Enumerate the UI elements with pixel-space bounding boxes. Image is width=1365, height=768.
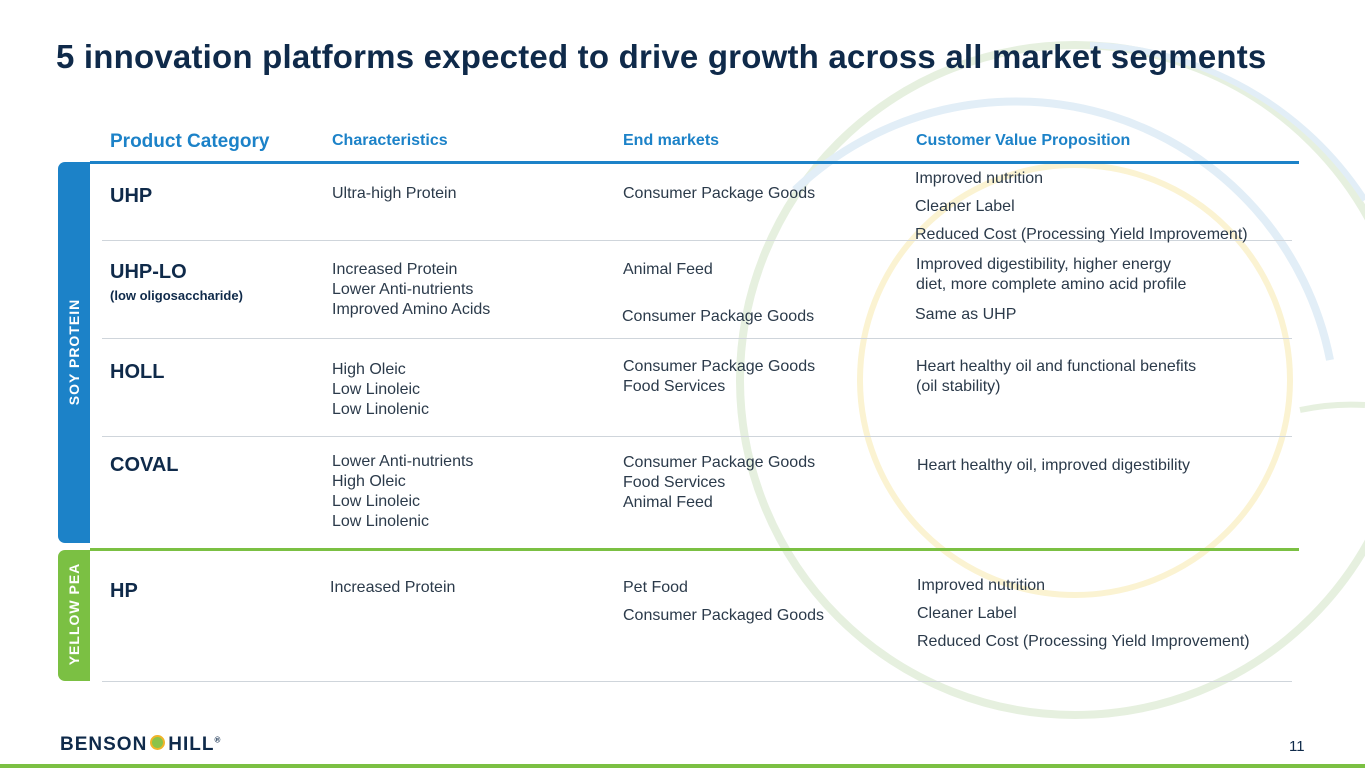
soy-protein-label: SOY PROTEIN bbox=[66, 292, 82, 412]
markets-uhp: Consumer Package Goods bbox=[623, 184, 815, 204]
value-item: Improved nutrition bbox=[915, 165, 1248, 193]
category-holl: HOLL bbox=[110, 361, 164, 384]
market-item: Consumer Package Goods bbox=[623, 357, 815, 377]
soy-header-rule bbox=[90, 161, 1299, 164]
characteristics-coval: Lower Anti-nutrients High Oleic Low Lino… bbox=[332, 452, 473, 532]
benson-hill-logo: BENSON HILL® bbox=[60, 734, 221, 756]
market-item: Consumer Package Goods bbox=[623, 184, 815, 204]
market-item: Animal Feed bbox=[623, 493, 815, 513]
characteristic-item: Low Linolenic bbox=[332, 512, 473, 532]
markets-uhp-lo-1: Animal Feed bbox=[623, 260, 713, 280]
header-product-category: Product Category bbox=[110, 131, 269, 153]
value-uhp-lo-1: Improved digestibility, higher energy di… bbox=[916, 255, 1186, 295]
value-hp: Improved nutrition Cleaner Label Reduced… bbox=[917, 572, 1250, 656]
value-uhp-lo-2: Same as UHP bbox=[915, 305, 1016, 325]
logo-text-left: BENSON bbox=[60, 734, 147, 755]
soy-protein-band: SOY PROTEIN bbox=[58, 162, 90, 543]
header-end-markets: End markets bbox=[623, 132, 719, 150]
characteristic-item: Increased Protein bbox=[332, 260, 490, 280]
market-item: Consumer Package Goods bbox=[622, 307, 814, 327]
markets-uhp-lo-2: Consumer Package Goods bbox=[622, 307, 814, 327]
characteristic-item: High Oleic bbox=[332, 360, 429, 380]
characteristic-item: Low Linoleic bbox=[332, 380, 429, 400]
characteristics-holl: High Oleic Low Linoleic Low Linolenic bbox=[332, 360, 429, 420]
characteristic-item: Low Linolenic bbox=[332, 400, 429, 420]
header-characteristics: Characteristics bbox=[332, 132, 448, 150]
characteristic-item: Lower Anti-nutrients bbox=[332, 280, 490, 300]
value-holl: Heart healthy oil and functional benefit… bbox=[916, 357, 1196, 397]
page-number: 11 bbox=[1289, 738, 1305, 755]
characteristic-item: High Oleic bbox=[332, 472, 473, 492]
characteristic-item: Low Linoleic bbox=[332, 492, 473, 512]
value-item: Heart healthy oil, improved digestibilit… bbox=[917, 456, 1190, 476]
page-title: 5 innovation platforms expected to drive… bbox=[56, 38, 1266, 76]
value-item: Improved digestibility, higher energy bbox=[916, 255, 1186, 275]
markets-hp: Pet Food Consumer Packaged Goods bbox=[623, 574, 824, 630]
header-customer-value: Customer Value Proposition bbox=[916, 132, 1130, 150]
logo-registered-mark: ® bbox=[215, 736, 222, 745]
value-item: Improved nutrition bbox=[917, 572, 1250, 600]
characteristic-item: Increased Protein bbox=[330, 578, 455, 598]
category-uhp: UHP bbox=[110, 185, 152, 208]
market-item: Consumer Package Goods bbox=[623, 453, 815, 473]
market-item: Animal Feed bbox=[623, 260, 713, 280]
value-item: (oil stability) bbox=[916, 377, 1196, 397]
row-divider bbox=[102, 338, 1292, 339]
market-item: Consumer Packaged Goods bbox=[623, 602, 824, 630]
pea-header-rule bbox=[90, 548, 1299, 551]
category-coval: COVAL bbox=[110, 454, 179, 477]
value-item: diet, more complete amino acid profile bbox=[916, 275, 1186, 295]
value-uhp: Improved nutrition Cleaner Label Reduced… bbox=[915, 165, 1248, 249]
value-item: Same as UHP bbox=[915, 305, 1016, 325]
characteristic-item: Improved Amino Acids bbox=[332, 300, 490, 320]
characteristics-hp: Increased Protein bbox=[330, 578, 455, 598]
row-divider bbox=[102, 681, 1292, 682]
value-item: Cleaner Label bbox=[917, 600, 1250, 628]
markets-holl: Consumer Package Goods Food Services bbox=[623, 357, 815, 397]
value-item: Reduced Cost (Processing Yield Improveme… bbox=[917, 628, 1250, 656]
market-item: Food Services bbox=[623, 377, 815, 397]
category-uhp-lo: UHP-LO bbox=[110, 261, 187, 284]
category-uhp-lo-subtitle: (low oligosaccharide) bbox=[110, 288, 243, 303]
logo-text-right: HILL bbox=[168, 734, 214, 755]
logo-dot-icon bbox=[150, 735, 165, 750]
characteristics-uhp-lo: Increased Protein Lower Anti-nutrients I… bbox=[332, 260, 490, 320]
value-item: Heart healthy oil and functional benefit… bbox=[916, 357, 1196, 377]
market-item: Pet Food bbox=[623, 574, 824, 602]
category-hp: HP bbox=[110, 580, 138, 603]
markets-coval: Consumer Package Goods Food Services Ani… bbox=[623, 453, 815, 513]
value-coval: Heart healthy oil, improved digestibilit… bbox=[917, 456, 1190, 476]
row-divider bbox=[102, 436, 1292, 437]
market-item: Food Services bbox=[623, 473, 815, 493]
value-item: Cleaner Label bbox=[915, 193, 1248, 221]
characteristic-item: Ultra-high Protein bbox=[332, 184, 457, 204]
characteristic-item: Lower Anti-nutrients bbox=[332, 452, 473, 472]
footer-accent-line bbox=[0, 764, 1365, 768]
yellow-pea-label: YELLOW PEA bbox=[66, 554, 82, 674]
characteristics-uhp: Ultra-high Protein bbox=[332, 184, 457, 204]
value-item: Reduced Cost (Processing Yield Improveme… bbox=[915, 221, 1248, 249]
yellow-pea-band: YELLOW PEA bbox=[58, 550, 90, 681]
